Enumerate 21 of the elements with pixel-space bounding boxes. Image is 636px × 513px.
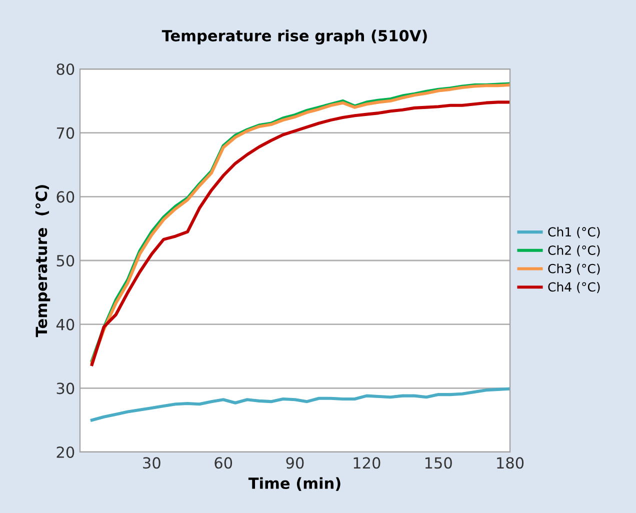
x-tick-label: 90 bbox=[286, 457, 304, 469]
y-axis-title: Temperature (°C) bbox=[35, 185, 50, 338]
legend-label: Ch1 (°C) bbox=[548, 226, 600, 238]
legend-label: Ch4 (°C) bbox=[548, 282, 600, 294]
y-tick-label: 80 bbox=[56, 63, 74, 76]
x-tick-label: 180 bbox=[497, 457, 524, 469]
y-tick-label: 40 bbox=[56, 318, 74, 330]
y-tick-label: 50 bbox=[56, 254, 74, 267]
y-tick-label: 70 bbox=[56, 127, 74, 139]
y-tick-label: 30 bbox=[56, 382, 74, 394]
x-tick-label: 30 bbox=[143, 457, 160, 469]
x-axis-title: Time (min) bbox=[248, 477, 340, 491]
legend-label: Ch2 (°C) bbox=[548, 245, 600, 256]
x-tick-label: 60 bbox=[214, 457, 232, 469]
legend-label: Ch3 (°C) bbox=[548, 264, 600, 275]
x-tick-label: 120 bbox=[354, 457, 380, 469]
x-tick-label: 150 bbox=[425, 457, 452, 469]
y-tick-label: 60 bbox=[56, 191, 74, 203]
chart-title: Temperature rise graph (510V) bbox=[162, 30, 427, 45]
y-tick-label: 20 bbox=[56, 446, 74, 458]
line-series bbox=[90, 387, 510, 422]
